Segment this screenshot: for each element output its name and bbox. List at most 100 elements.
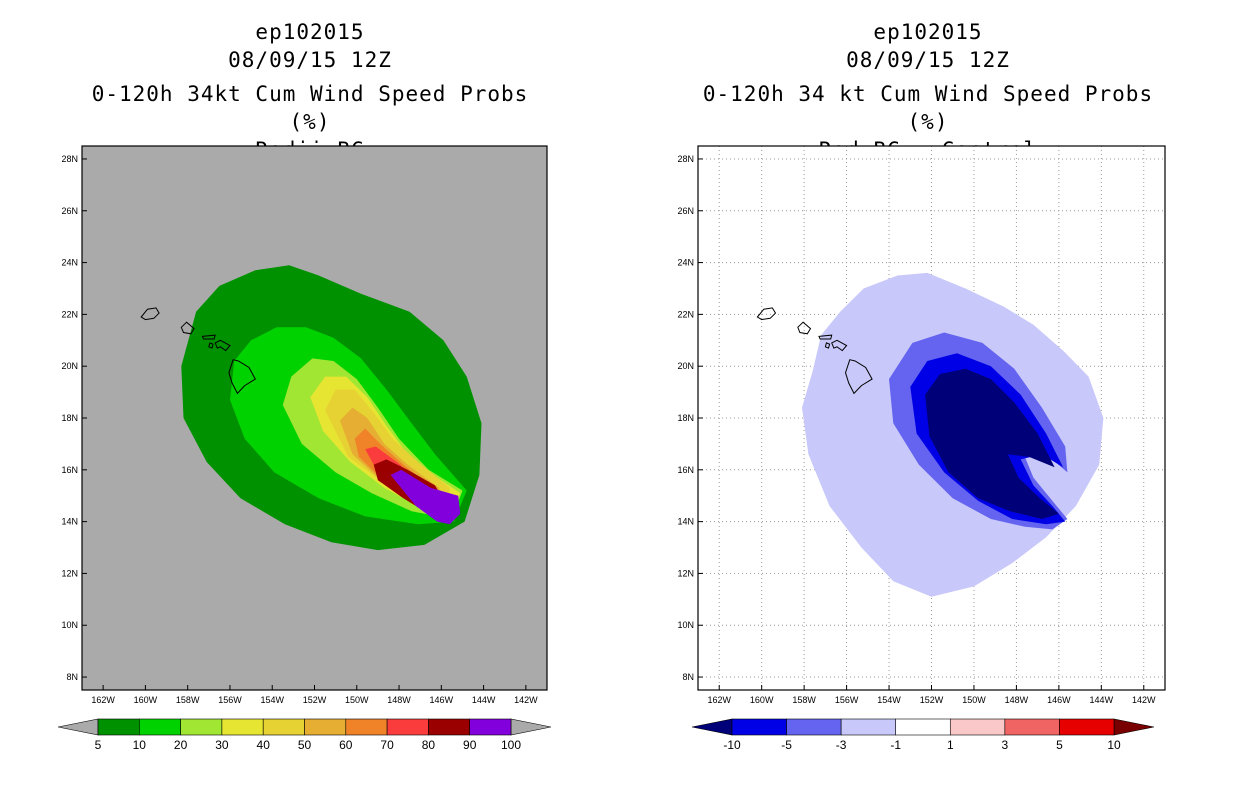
left-island-outline (180, 321, 195, 335)
right-y-tick-label: 8N (682, 672, 694, 682)
left-y-tick-label: 16N (61, 465, 78, 475)
right-x-tick-label: 160W (750, 695, 774, 705)
right-contours (698, 146, 1165, 690)
left-colorbar-label: 20 (174, 738, 188, 752)
right-x-tick-label: 146W (1047, 695, 1071, 705)
right-y-tick-label: 28N (677, 154, 694, 164)
left-colorbar-swatch (97, 718, 140, 736)
right-x-tick-label: 154W (877, 695, 901, 705)
right-island-outline (824, 342, 831, 349)
left-y-tick-label: 22N (61, 309, 78, 319)
right-colorbar-swatch (1059, 718, 1115, 736)
right-colorbar-label: -1 (890, 738, 901, 752)
left-x-tick-label: 152W (303, 695, 327, 705)
left-y-tick-label: 24N (61, 258, 78, 268)
right-colorbar: -10 -5 -3 -1 1 3 5 10 (691, 718, 1155, 752)
right-y-tick-label: 14N (677, 517, 694, 527)
left-colorbar-label: 30 (215, 738, 229, 752)
left-colorbar-swatch (428, 718, 470, 736)
left-island-outline (140, 307, 160, 321)
right-colorbar-label: 5 (1056, 738, 1063, 752)
left-island-outline (208, 342, 214, 349)
left-title-product: 0-120h 34kt Cum Wind Speed Probs (%) (91, 82, 529, 134)
right-colorbar-label: 1 (947, 738, 954, 752)
left-y-tick-label: 26N (61, 206, 78, 216)
right-colorbar-swatch (786, 718, 842, 736)
left-colorbar-swatch (386, 718, 429, 736)
left-island-outline (201, 334, 216, 340)
left-colorbar-label: 70 (380, 738, 394, 752)
right-y-tick-label: 18N (677, 413, 694, 423)
left-y-tick-label: 12N (61, 568, 78, 578)
left-colorbar-under (57, 718, 99, 736)
right-colorbar-label: 10 (1107, 738, 1121, 752)
left-x-tick-label: 156W (218, 695, 242, 705)
right-y-tick-label: 22N (677, 309, 694, 319)
left-colorbar-swatch (262, 718, 305, 736)
left-colorbar-label: 60 (339, 738, 353, 752)
left-x-tick-label: 148W (387, 695, 411, 705)
right-x-tick-label: 150W (962, 695, 986, 705)
right-map: 162W 160W 158W 156W 154W 152W 150W 148W 146W 144W… (677, 145, 1166, 705)
right-colorbar-swatch (1004, 718, 1060, 736)
left-colorbar-label: 5 (95, 738, 102, 752)
left-colorbar-over (510, 718, 552, 736)
right-island-outline (756, 307, 777, 321)
right-colorbar-swatch (895, 718, 951, 736)
right-title-product: 0-120h 34 kt Cum Wind Speed Probs (%) (702, 82, 1154, 134)
left-x-tick-label: 154W (260, 695, 284, 705)
right-colorbar-label: -10 (723, 738, 741, 752)
right-colorbar-label: -5 (781, 738, 792, 752)
left-x-tick-label: 158W (176, 695, 200, 705)
right-x-tick-label: 152W (920, 695, 944, 705)
right-y-tick-label: 16N (677, 465, 694, 475)
left-colorbar-label: 80 (422, 738, 436, 752)
right-title-date: 08/09/15 12Z (846, 48, 1010, 72)
left-colorbar-swatch (469, 718, 512, 736)
left-colorbar-label: 90 (463, 738, 477, 752)
left-colorbar-swatch (304, 718, 347, 736)
right-colorbar-label: -3 (836, 738, 847, 752)
right-island-outline (831, 339, 848, 352)
left-colorbar-label: 40 (257, 738, 271, 752)
right-colorbar-swatch (840, 718, 897, 736)
left-colorbar-swatch (139, 718, 181, 736)
left-island-outline (228, 359, 256, 395)
left-contour-90 (390, 469, 461, 525)
left-colorbar-swatch (345, 718, 388, 736)
right-x-tick-label: 142W (1132, 695, 1156, 705)
left-y-tick-label: 14N (61, 517, 78, 527)
right-x-tick-label: 158W (792, 695, 816, 705)
right-colorbar-over (1113, 718, 1155, 736)
left-map: 162W 160W 158W 156W 154W 152W 150W 148W 146W 144W… (61, 145, 548, 705)
left-title-date: 08/09/15 12Z (228, 48, 392, 72)
left-x-tick-label: 160W (134, 695, 158, 705)
left-colorbar-label: 10 (133, 738, 147, 752)
right-y-tick-label: 24N (677, 258, 694, 268)
right-y-tick-label: 26N (677, 206, 694, 216)
right-y-tick-label: 10N (677, 620, 694, 630)
right-colorbar-label: 3 (1002, 738, 1009, 752)
right-x-tick-label: 144W (1090, 695, 1114, 705)
left-y-tick-label: 10N (61, 620, 78, 630)
left-colorbar: 5 10 20 30 40 50 60 70 80 90 100 (57, 718, 552, 752)
right-island-outline (844, 359, 873, 395)
right-y-tick-label: 12N (677, 568, 694, 578)
left-y-tick-label: 28N (61, 154, 78, 164)
left-title-storm-id: ep102015 (255, 20, 365, 44)
left-x-tick-label: 162W (91, 695, 115, 705)
left-contours (140, 265, 482, 551)
right-colorbar-swatch (949, 718, 1006, 736)
right-island-outline (818, 334, 833, 340)
left-x-tick-label: 144W (472, 695, 496, 705)
left-colorbar-swatch (221, 718, 264, 736)
left-colorbar-swatch (180, 718, 223, 736)
right-island-outline (797, 321, 812, 335)
left-y-tick-label: 20N (61, 361, 78, 371)
right-y-tick-label: 20N (677, 361, 694, 371)
right-colorbar-swatch (731, 718, 787, 736)
right-x-tick-label: 162W (707, 695, 731, 705)
left-y-tick-label: 18N (61, 413, 78, 423)
left-y-tick-label: 8N (66, 672, 78, 682)
